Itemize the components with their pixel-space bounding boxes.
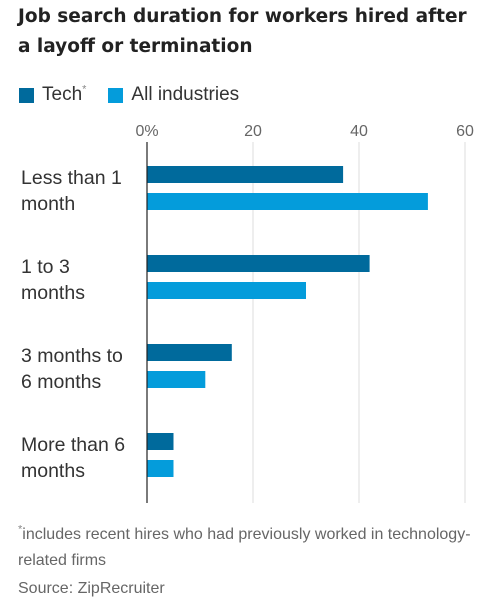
category-label-line: 6 months	[21, 371, 101, 393]
bar	[147, 166, 344, 183]
footnote: *includes recent hires who had previousl…	[18, 522, 478, 574]
legend-swatch-tech	[19, 87, 34, 103]
x-tick-label: 60	[456, 123, 474, 140]
bar	[147, 282, 306, 299]
category-label: Less than 1 month	[21, 167, 122, 215]
source-note: Source: ZipRecruiter	[18, 580, 165, 597]
legend-label-tech: Tech	[42, 84, 83, 105]
category-label-line: month	[21, 193, 75, 215]
category-label: 1 to 3 months	[21, 256, 85, 304]
category-label: More than 6 months	[21, 434, 125, 482]
bar	[147, 344, 232, 361]
legend-item-tech: Tech*	[19, 84, 86, 106]
category-label-line: 1 to 3	[21, 256, 70, 278]
bar	[147, 433, 174, 450]
legend-label-all-industries: All industries	[131, 84, 240, 105]
chart-title: Job search duration for workers hired af…	[18, 6, 467, 57]
legend-item-all-industries: All industries	[108, 84, 239, 106]
x-tick-label: 0%	[135, 123, 158, 140]
category-label-line: More than 6	[21, 434, 125, 456]
bar	[147, 460, 174, 477]
bar	[147, 193, 428, 210]
category-label: 3 months to 6 months	[21, 345, 123, 393]
category-label-line: Less than 1	[21, 167, 122, 189]
bar-chart: 0% 20 40 60 Less than 1 month 1 to 3 months 3 mo…	[21, 123, 474, 503]
bar	[147, 255, 370, 272]
legend: Tech* All industries	[19, 82, 261, 108]
x-tick-label: 40	[350, 123, 368, 140]
category-label-line: months	[21, 282, 85, 304]
x-tick-label: 20	[244, 123, 262, 140]
category-label-line: 3 months to	[21, 345, 123, 367]
category-label-line: months	[21, 460, 85, 482]
footnote-marker: *	[18, 523, 23, 536]
legend-marker-tech: *	[82, 83, 87, 96]
bar	[147, 371, 206, 388]
footnote-text: includes recent hires who had previously…	[18, 526, 471, 569]
legend-swatch-all-industries	[108, 87, 124, 103]
